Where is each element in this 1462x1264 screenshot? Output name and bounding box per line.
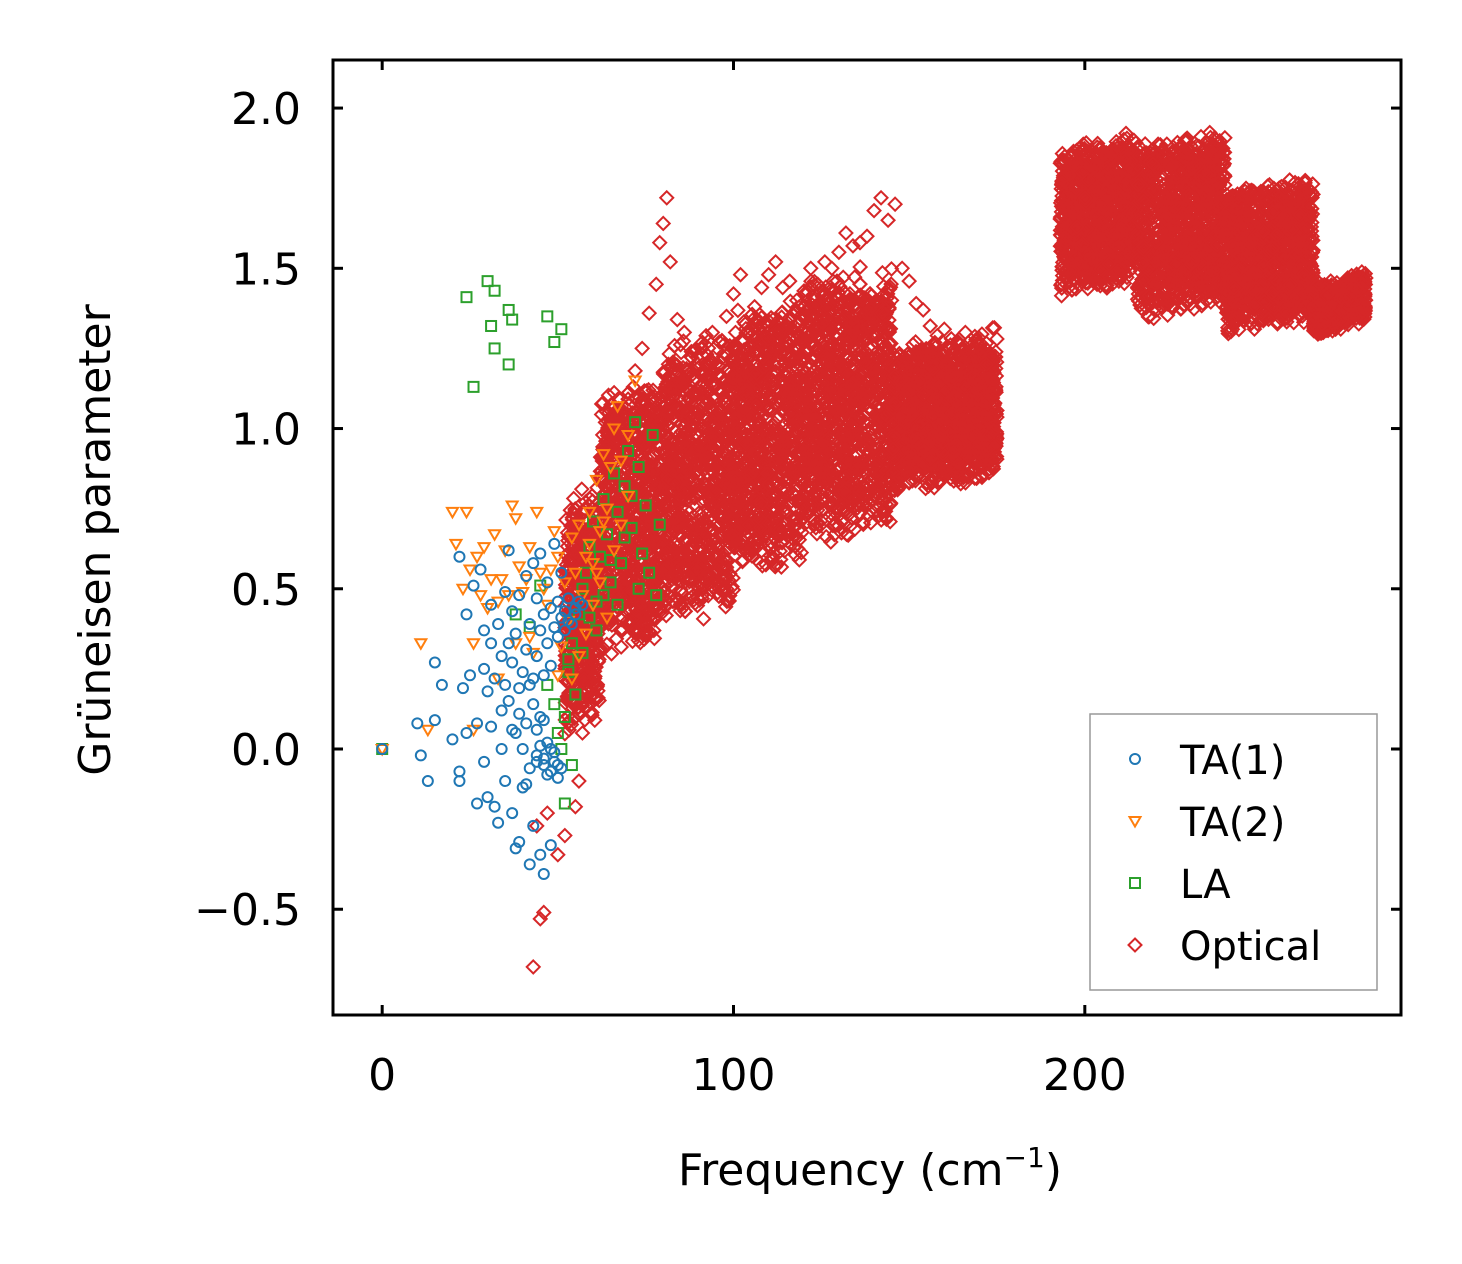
data-point [645, 382, 661, 399]
data-point [729, 302, 746, 319]
data-point [594, 453, 611, 469]
data-point [577, 631, 594, 648]
data-point [605, 447, 622, 464]
data-point [567, 524, 584, 541]
data-point [570, 686, 587, 703]
data-point [685, 362, 702, 378]
data-point [710, 508, 727, 525]
data-point [619, 571, 636, 588]
data-point [630, 409, 646, 426]
data-point [573, 481, 590, 498]
data-point [633, 404, 650, 420]
data-point [556, 725, 573, 742]
data-point [598, 636, 615, 653]
data-point [626, 539, 643, 556]
data-point [633, 435, 650, 452]
data-point [590, 689, 606, 706]
data-point [563, 654, 580, 671]
data-point [576, 504, 593, 521]
series-optical [525, 124, 1374, 975]
data-point [672, 336, 689, 353]
data-point [631, 475, 648, 491]
data-point [620, 615, 637, 631]
data-point [627, 461, 644, 477]
data-point [635, 564, 652, 581]
data-point [596, 609, 613, 625]
data-point [715, 348, 732, 365]
data-point [620, 430, 637, 447]
data-point [562, 502, 579, 519]
data-point [698, 327, 714, 344]
data-point [628, 404, 645, 421]
data-point [612, 538, 629, 555]
data-point [640, 596, 657, 613]
data-point [558, 673, 575, 690]
data-point [576, 711, 593, 728]
data-point [602, 439, 619, 456]
data-point [631, 389, 648, 406]
data-point [606, 578, 623, 594]
data-point [665, 578, 681, 595]
data-point [637, 600, 654, 617]
data-point [613, 534, 630, 550]
data-point [615, 560, 632, 577]
data-point [595, 598, 611, 614]
data-point [642, 460, 659, 476]
data-point [636, 515, 652, 532]
data-point [606, 384, 623, 401]
data-point [564, 511, 581, 528]
data-point [560, 647, 577, 664]
data-markers [374, 124, 1374, 975]
data-point [621, 396, 638, 413]
data-point [647, 475, 663, 491]
data-point [644, 539, 661, 556]
data-point [595, 640, 612, 657]
data-point [568, 695, 585, 712]
data-point [633, 528, 650, 545]
data-point [643, 402, 660, 419]
data-point [642, 611, 659, 628]
data-point [583, 707, 600, 724]
data-point [631, 624, 647, 641]
data-point [695, 610, 712, 627]
data-point [599, 541, 616, 558]
data-point [718, 592, 735, 609]
data-point [565, 490, 582, 507]
data-point [658, 607, 675, 624]
data-point [625, 584, 642, 601]
data-point [561, 692, 578, 709]
data-point [658, 494, 674, 511]
data-point [610, 437, 627, 454]
data-point [562, 587, 578, 603]
data-point [563, 525, 580, 542]
data-point [638, 622, 655, 639]
data-point [561, 553, 578, 569]
data-point [613, 639, 630, 655]
data-point [605, 569, 622, 585]
data-point [560, 715, 576, 731]
data-point [635, 626, 652, 643]
data-point [647, 532, 663, 549]
data-point [651, 445, 668, 462]
data-point [627, 623, 644, 640]
data-point [598, 403, 614, 420]
data-point [609, 452, 626, 469]
data-point [599, 427, 616, 444]
data-point [586, 676, 603, 693]
